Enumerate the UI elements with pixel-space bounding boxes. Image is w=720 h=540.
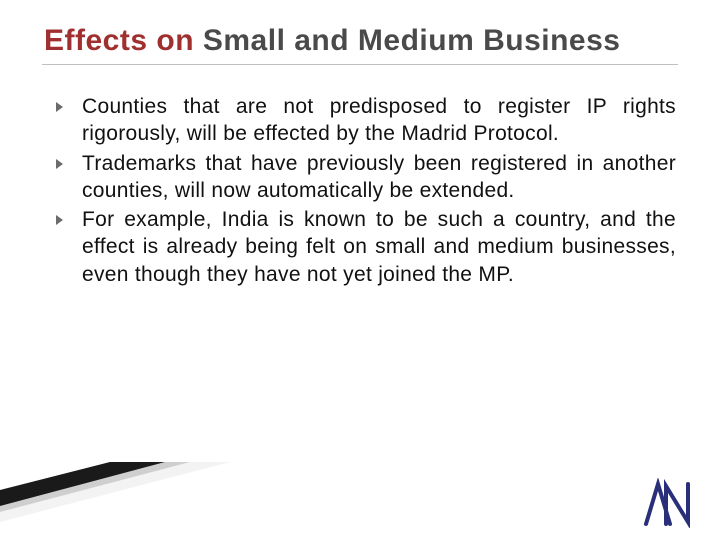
title-plain: Small and Medium Business [194,24,620,57]
list-item: Trademarks that have previously been reg… [56,150,676,205]
title-rule [42,64,678,65]
bullet-list: Counties that are not predisposed to reg… [44,93,676,288]
list-item: For example, India is known to be such a… [56,206,676,288]
title-accent: Effects on [44,24,194,57]
corner-decor-icon [0,462,250,522]
slide: Effects on Small and Medium Business Cou… [0,0,720,540]
list-item: Counties that are not predisposed to reg… [56,93,676,148]
page-title: Effects on Small and Medium Business [44,24,676,58]
logo-icon [640,478,694,528]
